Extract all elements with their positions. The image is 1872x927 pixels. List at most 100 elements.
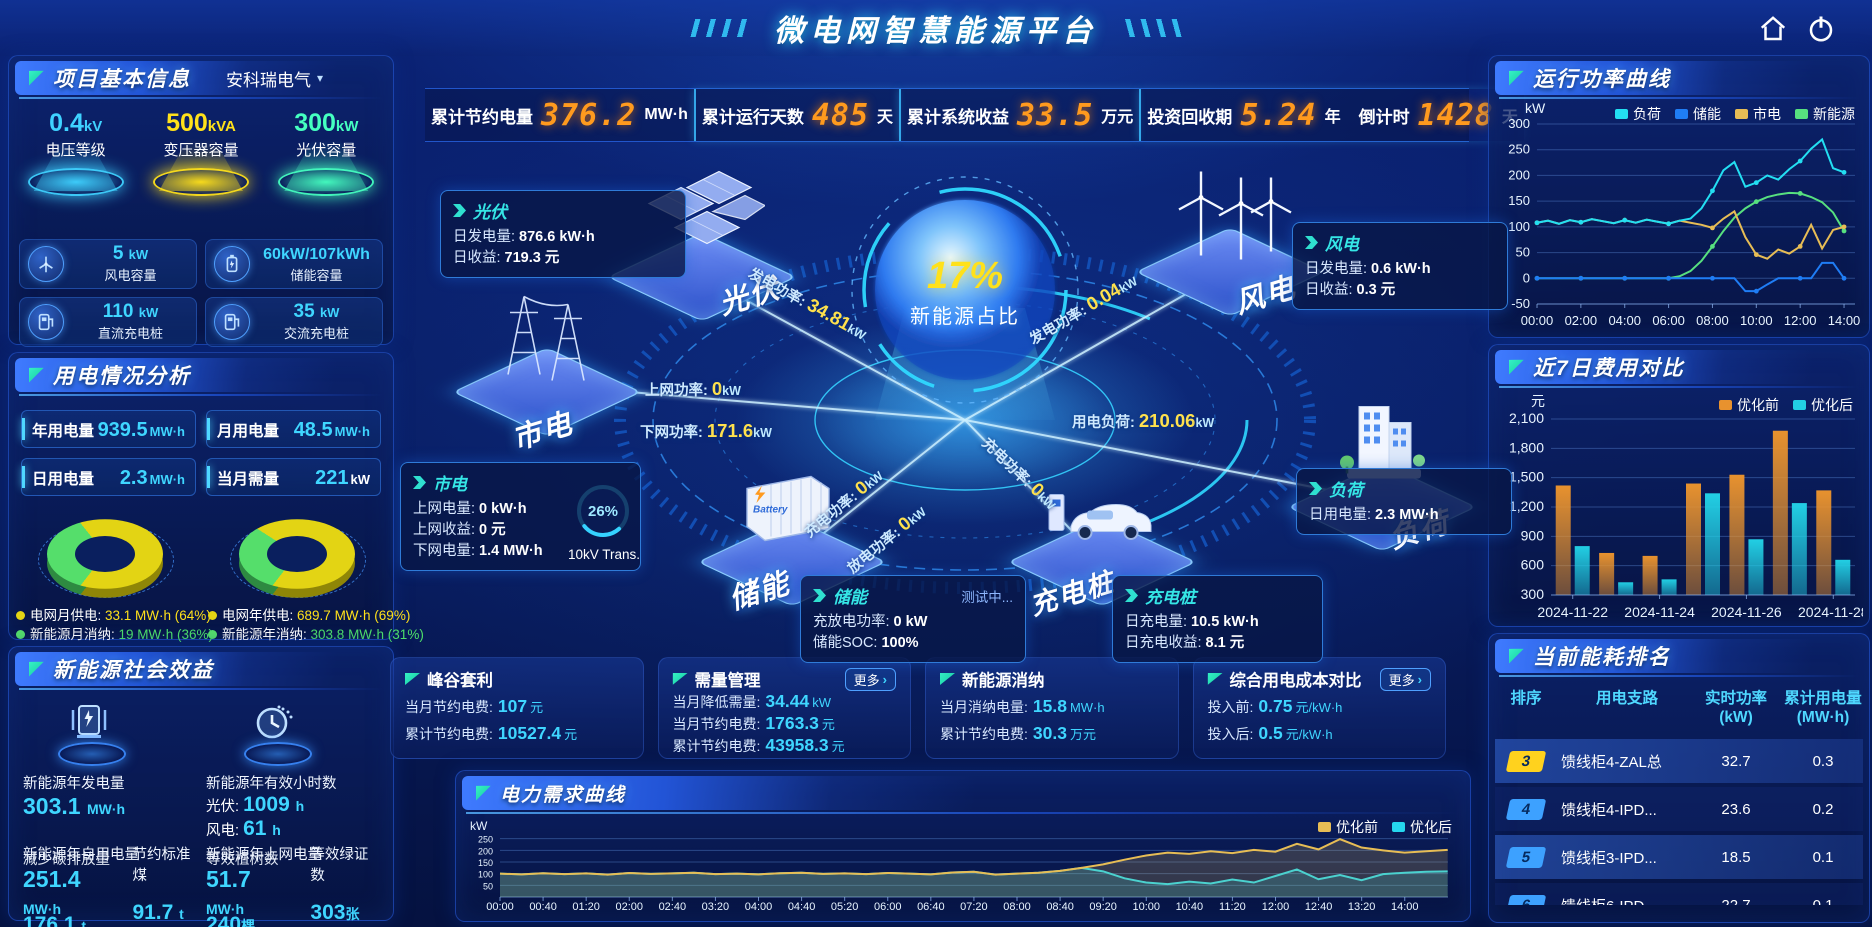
svg-text:1,200: 1,200 [1509,498,1544,514]
arrow-icon [1125,589,1138,602]
card-text: 35 kW 交流充电桩 [283,301,349,341]
legend-item[interactable]: 优化后 [1793,395,1853,415]
capacity-cards: 5 kW 风电容量 60kW/107kWh 储能容量 110 kW [19,239,383,347]
card-corner-icon [405,673,420,685]
kpi-label: 倒计时 [1358,107,1410,127]
svg-text:11:20: 11:20 [1219,901,1246,913]
stat-cluster-right: 新能源年上网电量 等效植树数 51.7 MW·h 240棵 等效绿证数 303张 [206,843,379,927]
panel-power-curve: 运行功率曲线 kW 负荷 储能 市电 新能源 -50 0 50 100 150 200 250 30… [1488,55,1870,338]
panel-demand-curve: 电力需求曲线 kW 优化前 优化后 50 100 150 200 250 00:00 00:4… [455,770,1471,922]
kpi-value: 376.2 [541,97,637,133]
legend-swatch [1318,822,1331,832]
donut-charts: 电网月供电: 33.1 MW·h (64%) 新能源月消纳: 19 MW·h (… [9,504,424,644]
panel-header-underline [1499,97,1859,99]
svg-text:2024-11-22: 2024-11-22 [1537,604,1608,620]
stat-cluster-left: 新能源年自用电量 减少碳排放量 251.4 MW·h 176.1 t 节约标准煤 … [23,843,196,927]
stat-green-certs: 等效绿证数 303张 [310,847,369,924]
table-row[interactable]: 5 馈线柜3-IPD... 18.5 0.1 [1495,835,1863,879]
stat-to-grid-trees: 新能源年上网电量 等效植树数 51.7 MW·h 240棵 [206,847,322,927]
legend-item[interactable]: 负荷 [1615,104,1661,124]
svg-text:50: 50 [1516,245,1530,260]
building-icon [1340,406,1425,479]
y-axis-unit: kW [1525,100,1546,116]
stat-self-use-co2: 新能源年自用电量 减少碳排放量 251.4 MW·h 176.1 t [23,847,139,927]
svg-text:08:00: 08:00 [1696,313,1729,328]
legend-item[interactable]: 储能 [1675,104,1721,124]
panel-corner-icon [476,785,491,801]
svg-text:50: 50 [483,881,493,891]
node-charger[interactable]: 充电桩 [1007,450,1197,650]
legend-item[interactable]: 优化前 [1318,817,1378,837]
legend-item[interactable]: 市电 [1735,104,1781,124]
kpi-unit: 万元 [1101,109,1134,126]
transformer-load-gauge: 26% 10kV Trans. [568,482,640,562]
svg-text:04:00: 04:00 [1608,313,1641,328]
storage-info-box: 储能 测试中... 充放电功率: 0 kW 储能SOC: 100% [800,575,1026,663]
home-icon[interactable] [1758,14,1788,44]
rank-badge: 3 [1505,750,1547,772]
node-pv[interactable]: 光伏 [607,165,797,365]
panel-corner-icon [1509,70,1524,86]
pill-month-usage: 月用电量 48.5 MW·h [206,410,381,448]
legend-label: 储能 [1693,106,1721,122]
node-grid[interactable]: 市电 [452,280,642,480]
legend-grid-year: 电网年供电: 689.7 MW·h (69%) [208,606,410,625]
pill-year-usage: 年用电量 939.5 MW·h [21,410,196,448]
table-row[interactable]: 4 馈线柜4-IPD... 23.6 0.2 [1495,787,1863,831]
kpi-unit: MW·h [644,106,688,123]
arrow-icon [813,589,826,602]
svg-text:1,800: 1,800 [1509,439,1544,455]
benefit-icons [15,700,387,766]
panel-title: 电力需求曲线 [500,784,627,806]
panel-header: 当前能耗排名 [1495,639,1852,673]
bottom-cards: 峰谷套利 当月节约电费: 107 元 累计节约电费: 10527.4 元 需量管理 更多… [390,657,1446,759]
gauge-ring: 26% [577,485,629,537]
table-row[interactable]: 3 馈线柜4-ZAL总 32.7 0.3 [1495,739,1863,783]
legend-item[interactable]: 优化后 [1392,817,1452,837]
svg-text:10:40: 10:40 [1176,901,1204,913]
legend-item[interactable]: 新能源 [1795,104,1855,124]
svg-text:600: 600 [1521,557,1545,573]
kpi-unit: 年 [1324,109,1341,126]
svg-text:Battery: Battery [753,505,788,516]
total-energy: 0.3 [1812,752,1834,770]
company-dropdown[interactable]: 安科瑞电气 ▾ [226,66,323,91]
chevron-down-icon: ▾ [317,71,324,85]
svg-text:03:20: 03:20 [702,901,730,913]
kpi-value: 1428 [1417,97,1494,133]
panel-header-underline [1499,675,1859,677]
more-button[interactable]: 更多 › [844,667,896,691]
card-text: 60kW/107kWh 储能容量 [263,245,370,283]
legend-label: 负荷 [1633,106,1661,122]
svg-text:00:00: 00:00 [486,901,514,913]
legend-swatch [1735,109,1748,119]
donut-year-chart [230,506,366,602]
ranking-header: 排序 用电支路 实时功率 (kW) 累计用电量 (MW·h) [1495,689,1863,727]
card-corner-icon [672,673,688,685]
branch-name: 馈线柜3-IPD... [1561,849,1657,867]
svg-text:300: 300 [1508,116,1530,131]
svg-text:02:40: 02:40 [659,901,687,913]
panel-header: 新能源社会效益 [15,652,376,686]
svg-text:300: 300 [1521,586,1545,602]
legend-item[interactable]: 优化前 [1719,395,1779,415]
svg-text:26%: 26% [588,503,618,520]
kpi-label: 累计运行天数 [701,107,804,127]
node-load[interactable]: 负荷 [1287,395,1477,595]
svg-text:06:00: 06:00 [874,901,902,913]
table-row[interactable]: 6 馈线柜6-IPD 22.7 0.1 [1495,883,1863,905]
spotlight-label: 变压器容量 [163,142,239,159]
realtime-power: 32.7 [1721,752,1751,770]
svg-text:250: 250 [478,835,493,845]
more-button[interactable]: 更多 › [1379,667,1431,691]
col-branch: 用电支路 [1595,690,1658,707]
node-storage[interactable]: Battery 储能 [697,450,887,650]
node-wind[interactable]: 风电 [1135,160,1325,360]
battery-container-icon: Battery [746,475,830,542]
solar-panels-icon [647,170,765,245]
power-icon[interactable] [1806,14,1836,44]
panel-title: 新能源社会效益 [53,659,214,682]
panel-title: 近7日费用对比 [1533,357,1685,380]
legend-grid-month: 电网月供电: 33.1 MW·h (64%) [16,606,211,625]
flow-from-grid-power: 下网功率: 171.6kW [640,420,772,441]
